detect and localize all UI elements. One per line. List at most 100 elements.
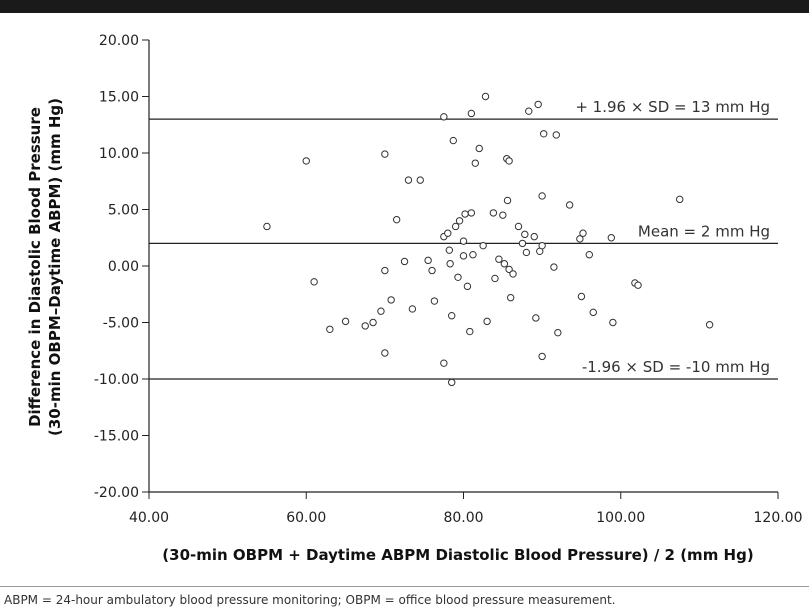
data-point — [326, 325, 334, 333]
data-point — [491, 274, 499, 283]
x-tick-label: 100.00 — [596, 510, 645, 526]
data-point — [387, 296, 395, 304]
data-points — [263, 92, 714, 387]
x-tick-label: 60.00 — [286, 510, 326, 526]
data-point — [530, 232, 538, 241]
data-point — [509, 270, 517, 278]
data-point — [475, 144, 483, 153]
y-tick-label: -15.00 — [94, 429, 139, 445]
data-point — [448, 378, 456, 387]
data-point — [539, 130, 548, 138]
data-point — [577, 292, 586, 301]
data-point — [503, 196, 512, 205]
data-point — [451, 222, 460, 231]
y-tick-label: 5.00 — [108, 203, 139, 219]
data-point — [400, 257, 409, 266]
data-point — [489, 209, 498, 217]
y-tick-label: -20.00 — [94, 485, 139, 501]
data-point — [444, 229, 452, 237]
data-point — [479, 241, 487, 250]
data-point — [459, 237, 468, 245]
data-point — [446, 260, 454, 268]
data-point — [483, 317, 491, 326]
bland-altman-chart: 20.00 15.00 10.00 5.00 0.00 -5.00 -10.00 -15.00… — [26, 33, 803, 564]
data-point — [471, 159, 479, 167]
x-tick-label: 80.00 — [443, 510, 483, 526]
data-point — [449, 136, 457, 145]
data-point — [579, 229, 587, 237]
data-point — [440, 113, 448, 121]
data-point — [404, 176, 413, 184]
y-tick-label: -5.00 — [103, 316, 139, 332]
reference-line-label: + 1.96 × SD = 13 mm Hg — [575, 98, 770, 116]
data-point — [500, 260, 509, 268]
reference-line-label: -1.96 × SD = -10 mm Hg — [582, 358, 770, 376]
data-point — [550, 263, 558, 271]
data-point — [538, 352, 546, 361]
data-point — [469, 251, 477, 259]
y-tick-label: 10.00 — [99, 146, 139, 162]
data-point — [461, 210, 469, 218]
x-tick-label: 40.00 — [129, 510, 169, 526]
data-point — [522, 248, 531, 257]
data-point — [424, 256, 432, 265]
y-axis-title-line2: (30-min OBPM–Daytime ABPM) (mm Hg) — [46, 98, 64, 436]
data-point — [518, 239, 527, 248]
y-axis-title-line1: Difference in Diastolic Blood Pressure — [26, 107, 44, 427]
data-point — [481, 92, 490, 101]
y-tick-label: -10.00 — [94, 372, 139, 388]
data-point — [454, 273, 462, 281]
footnote-divider — [0, 586, 809, 587]
data-point — [506, 293, 515, 302]
data-point — [377, 307, 385, 315]
y-tick-label: 15.00 — [99, 90, 139, 106]
data-point — [416, 176, 424, 184]
axis-labels: 20.00 15.00 10.00 5.00 0.00 -5.00 -10.00 -15.00… — [94, 33, 803, 526]
data-point — [466, 327, 474, 336]
data-point — [525, 107, 533, 115]
data-point — [552, 131, 560, 139]
data-point — [565, 201, 574, 209]
data-point — [392, 215, 401, 224]
data-point — [369, 318, 377, 327]
data-point — [448, 312, 456, 320]
data-point — [463, 282, 472, 291]
y-tick-label: 20.00 — [99, 33, 139, 49]
footnote: ABPM = 24-hour ambulatory blood pressure… — [4, 593, 616, 607]
data-point — [361, 322, 369, 330]
data-point — [467, 109, 476, 118]
data-point — [705, 321, 714, 329]
x-tick-label: 120.00 — [754, 510, 803, 526]
data-point — [589, 308, 597, 317]
data-point — [534, 100, 542, 109]
data-point — [381, 150, 389, 158]
reference-lines — [149, 118, 778, 380]
data-point — [263, 222, 271, 231]
y-tick-label: 0.00 — [108, 259, 139, 275]
data-point — [676, 195, 684, 204]
reference-line-label: Mean = 2 mm Hg — [638, 222, 770, 240]
data-point — [538, 192, 546, 200]
data-point — [532, 314, 540, 322]
data-point — [505, 265, 513, 274]
data-point — [521, 230, 529, 239]
data-point — [408, 305, 417, 313]
data-point — [514, 222, 523, 231]
x-axis-title: (30-min OBPM + Daytime ABPM Diastolic Bl… — [162, 546, 753, 564]
data-point — [430, 297, 439, 305]
data-point — [634, 281, 642, 289]
data-point — [495, 255, 503, 263]
data-point — [381, 266, 389, 275]
data-point — [440, 359, 448, 367]
data-point — [381, 349, 389, 357]
data-point — [538, 241, 546, 250]
data-point — [505, 157, 513, 165]
data-point — [341, 317, 350, 326]
data-point — [467, 209, 476, 217]
data-point — [576, 235, 584, 243]
data-point — [609, 318, 617, 327]
data-point — [455, 217, 464, 225]
data-point — [428, 266, 436, 275]
data-point — [499, 211, 507, 219]
data-point — [607, 234, 616, 242]
